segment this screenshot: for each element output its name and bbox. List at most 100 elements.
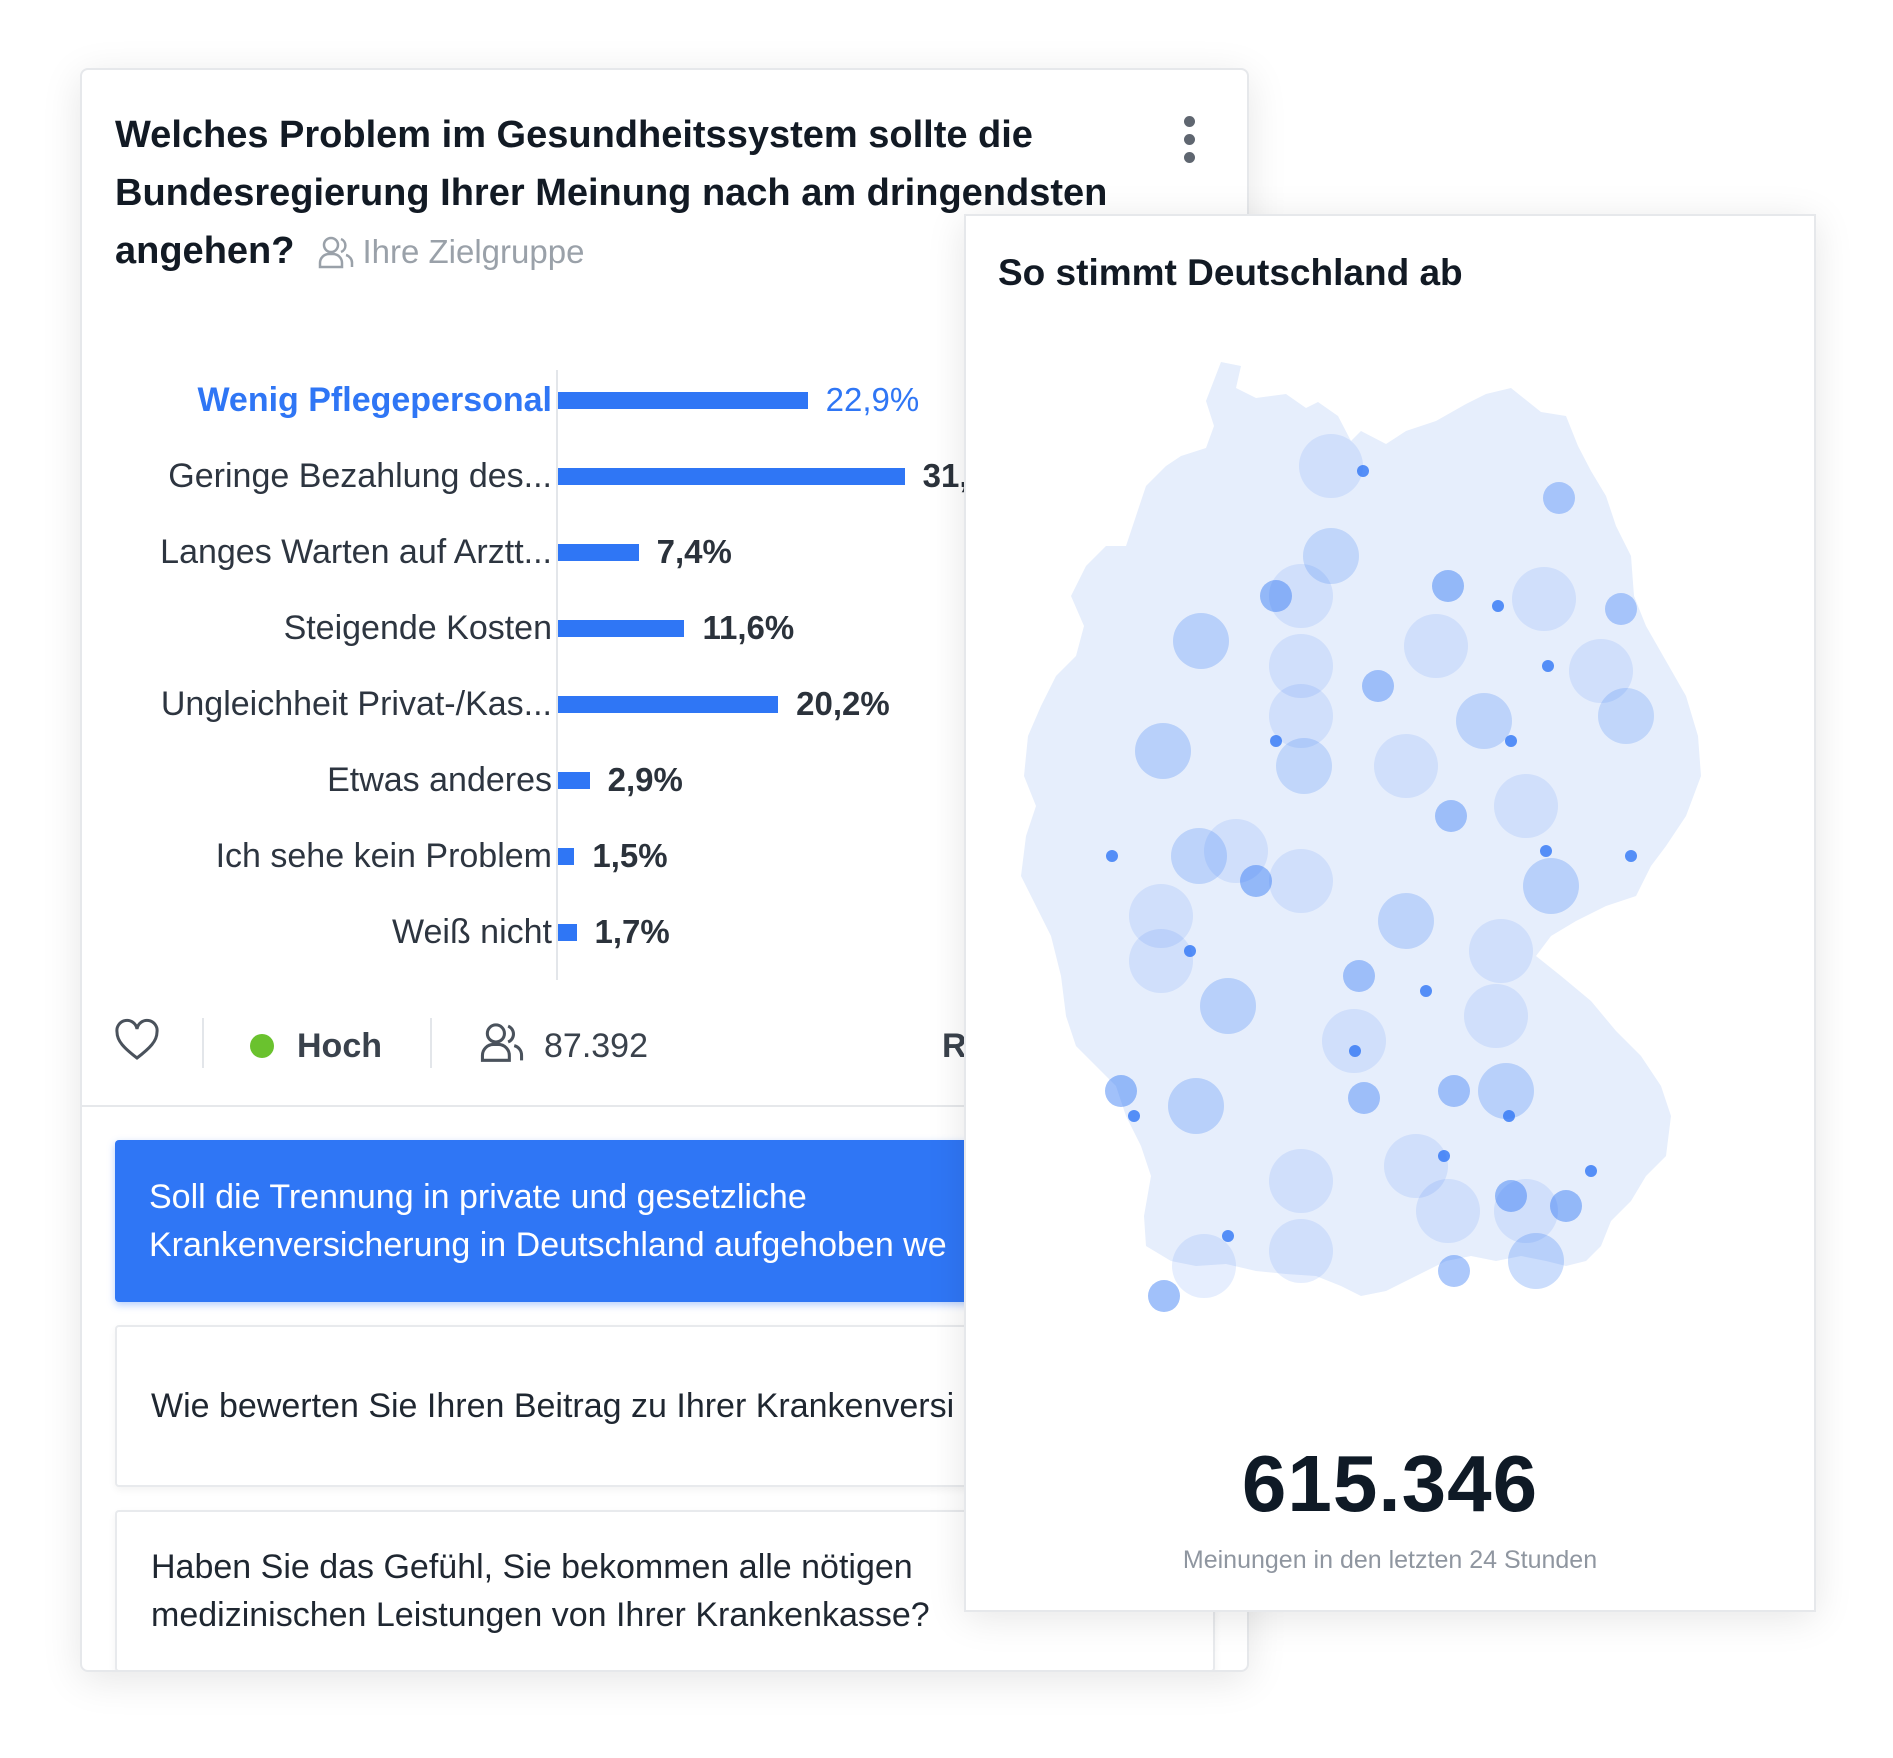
map-bubble [1416, 1179, 1480, 1243]
chart-axis [556, 370, 558, 980]
map-bubble [1404, 614, 1468, 678]
map-bubble [1173, 613, 1229, 669]
chart-category-label: Etwas anderes [327, 761, 552, 799]
map-bubble [1362, 670, 1394, 702]
chart-row: Langes Warten auf Arztt... 7,4% [82, 522, 1247, 582]
map-bubble [1128, 1110, 1140, 1122]
kebab-icon[interactable] [1170, 110, 1210, 170]
chart-value-label: 2,9% [607, 761, 683, 798]
map-bubble [1184, 945, 1196, 957]
chart-bar [558, 392, 808, 409]
chart-bar [558, 544, 639, 561]
map-bubble [1222, 1230, 1234, 1242]
map-bubble [1172, 1234, 1236, 1298]
status-label: Hoch [297, 1027, 382, 1065]
map-bubble [1270, 735, 1282, 747]
participant-count: 87.392 [544, 1027, 648, 1065]
footer-truncated-label[interactable]: R [942, 1027, 967, 1065]
map-bubble [1523, 858, 1579, 914]
map-bubble [1420, 985, 1432, 997]
people-icon [319, 236, 354, 269]
map-panel: So stimmt Deutschland ab 615.346 Meinung… [964, 214, 1816, 1612]
map-bubble [1269, 1219, 1333, 1283]
map-bubble [1269, 1149, 1333, 1213]
map-bubbles [1105, 434, 1654, 1312]
map-bubble [1349, 1045, 1361, 1057]
status-dot [250, 1034, 274, 1058]
chart-category-label: Langes Warten auf Arztt... [160, 533, 552, 571]
results-bar-chart: Wenig Pflegepersonal 22,9% Geringe Bezahlu… [82, 370, 1247, 990]
related-question-text: Soll die Trennung in private und gesetzl… [149, 1178, 947, 1264]
map-bubble [1503, 1110, 1515, 1122]
chart-bar [558, 696, 779, 713]
map-bubble [1357, 465, 1369, 477]
map-bubble [1494, 774, 1558, 838]
chart-row: Ich sehe kein Problem 1,5% [82, 826, 1247, 886]
germany-outline [1021, 362, 1701, 1296]
section-divider [82, 1105, 1247, 1107]
map-bubble [1240, 865, 1272, 897]
map-bubble [1542, 660, 1554, 672]
poll-footer: Hoch 87.392 R [82, 990, 1247, 1100]
map-bubble [1129, 929, 1193, 993]
map-bubble [1322, 1009, 1386, 1073]
map-bubble [1438, 1150, 1450, 1162]
chart-value-label: 1,7% [594, 913, 670, 950]
footer-separator [430, 1018, 432, 1068]
map-bubble [1348, 1082, 1380, 1114]
chart-category-label: Steigende Kosten [283, 609, 552, 647]
map-bubble [1438, 1075, 1470, 1107]
map-bubble [1550, 1190, 1582, 1222]
map-bubble [1204, 819, 1268, 883]
map-bubble [1495, 1180, 1527, 1212]
footer-separator [202, 1018, 204, 1068]
germany-map [1021, 362, 1701, 1312]
map-bubble [1374, 734, 1438, 798]
map-bubble [1494, 1179, 1558, 1243]
map-bubble [1432, 570, 1464, 602]
map-bubble [1269, 849, 1333, 913]
chart-category-label: Wenig Pflegepersonal [197, 381, 552, 419]
target-group-label: Ihre Zielgruppe [362, 233, 585, 270]
map-bubble [1625, 850, 1637, 862]
poll-question-text: Welches Problem im Gesundheitssystem sol… [115, 114, 1108, 272]
map-bubble [1464, 984, 1528, 1048]
map-title: So stimmt Deutschland ab [998, 252, 1463, 293]
heart-icon[interactable] [114, 1018, 160, 1064]
map-bubble [1508, 1233, 1564, 1289]
chart-category-label: Ungleichheit Privat-/Kas... [160, 685, 552, 723]
related-question-text: Wie bewerten Sie Ihren Beitrag zu Ihrer … [151, 1387, 955, 1425]
chart-bar [558, 620, 685, 637]
chart-value-label: 1,5% [592, 837, 668, 874]
map-bubble [1269, 634, 1333, 698]
map-bubble [1135, 723, 1191, 779]
chart-bar [558, 772, 590, 789]
map-bubble [1168, 1078, 1224, 1134]
map-bubble [1478, 1063, 1534, 1119]
chart-row: Weiß nicht 1,7% [82, 902, 1247, 962]
chart-category-label: Geringe Bezahlung des... [168, 457, 552, 495]
map-bubble [1378, 893, 1434, 949]
map-bubble [1106, 850, 1118, 862]
map-bubble [1598, 688, 1654, 744]
chart-value-label: 11,6% [702, 609, 795, 646]
total-opinions: 615.346 [1241, 1439, 1539, 1528]
chart-value-label: 20,2% [796, 685, 890, 722]
map-bubble [1569, 639, 1633, 703]
chart-row: Steigende Kosten 11,6% [82, 598, 1247, 658]
chart-value-label: 7,4% [656, 533, 732, 570]
chart-row: Wenig Pflegepersonal 22,9% [82, 370, 1247, 430]
map-bubble [1171, 828, 1227, 884]
chart-bar [558, 924, 577, 941]
map-bubble [1269, 684, 1333, 748]
map-bubble [1469, 919, 1533, 983]
people-icon [480, 1023, 524, 1062]
chart-category-label: Weiß nicht [392, 913, 552, 951]
target-group[interactable]: Ihre Zielgruppe [294, 233, 584, 270]
chart-bar [558, 468, 905, 485]
map-bubble [1269, 564, 1333, 628]
map-bubble [1343, 960, 1375, 992]
map-bubble [1129, 884, 1193, 948]
map-bubble [1148, 1280, 1180, 1312]
map-bubble [1435, 800, 1467, 832]
